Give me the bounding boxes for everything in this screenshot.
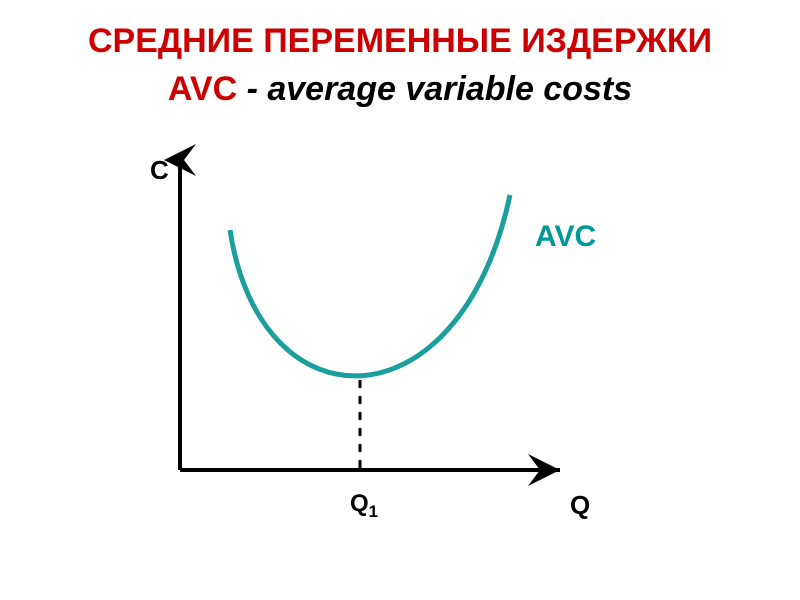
q1-sub: 1 [369, 502, 378, 521]
page-title: СРЕДНИЕ ПЕРЕМЕННЫЕ ИЗДЕРЖКИ [88, 22, 712, 61]
subtitle-abbr: AVC [168, 70, 237, 108]
avc-curve [230, 195, 510, 376]
y-axis-label: C [150, 155, 169, 186]
q1-base: Q [350, 490, 369, 517]
x-axis-label: Q [570, 490, 590, 521]
chart-area: C Q AVC Q1 [140, 140, 600, 490]
q1-label: Q1 [350, 490, 378, 522]
curve-label: AVC [535, 220, 596, 254]
chart-svg [140, 140, 600, 490]
subtitle: AVC - average variable costs [168, 70, 632, 109]
subtitle-full: - average variable costs [237, 70, 632, 108]
